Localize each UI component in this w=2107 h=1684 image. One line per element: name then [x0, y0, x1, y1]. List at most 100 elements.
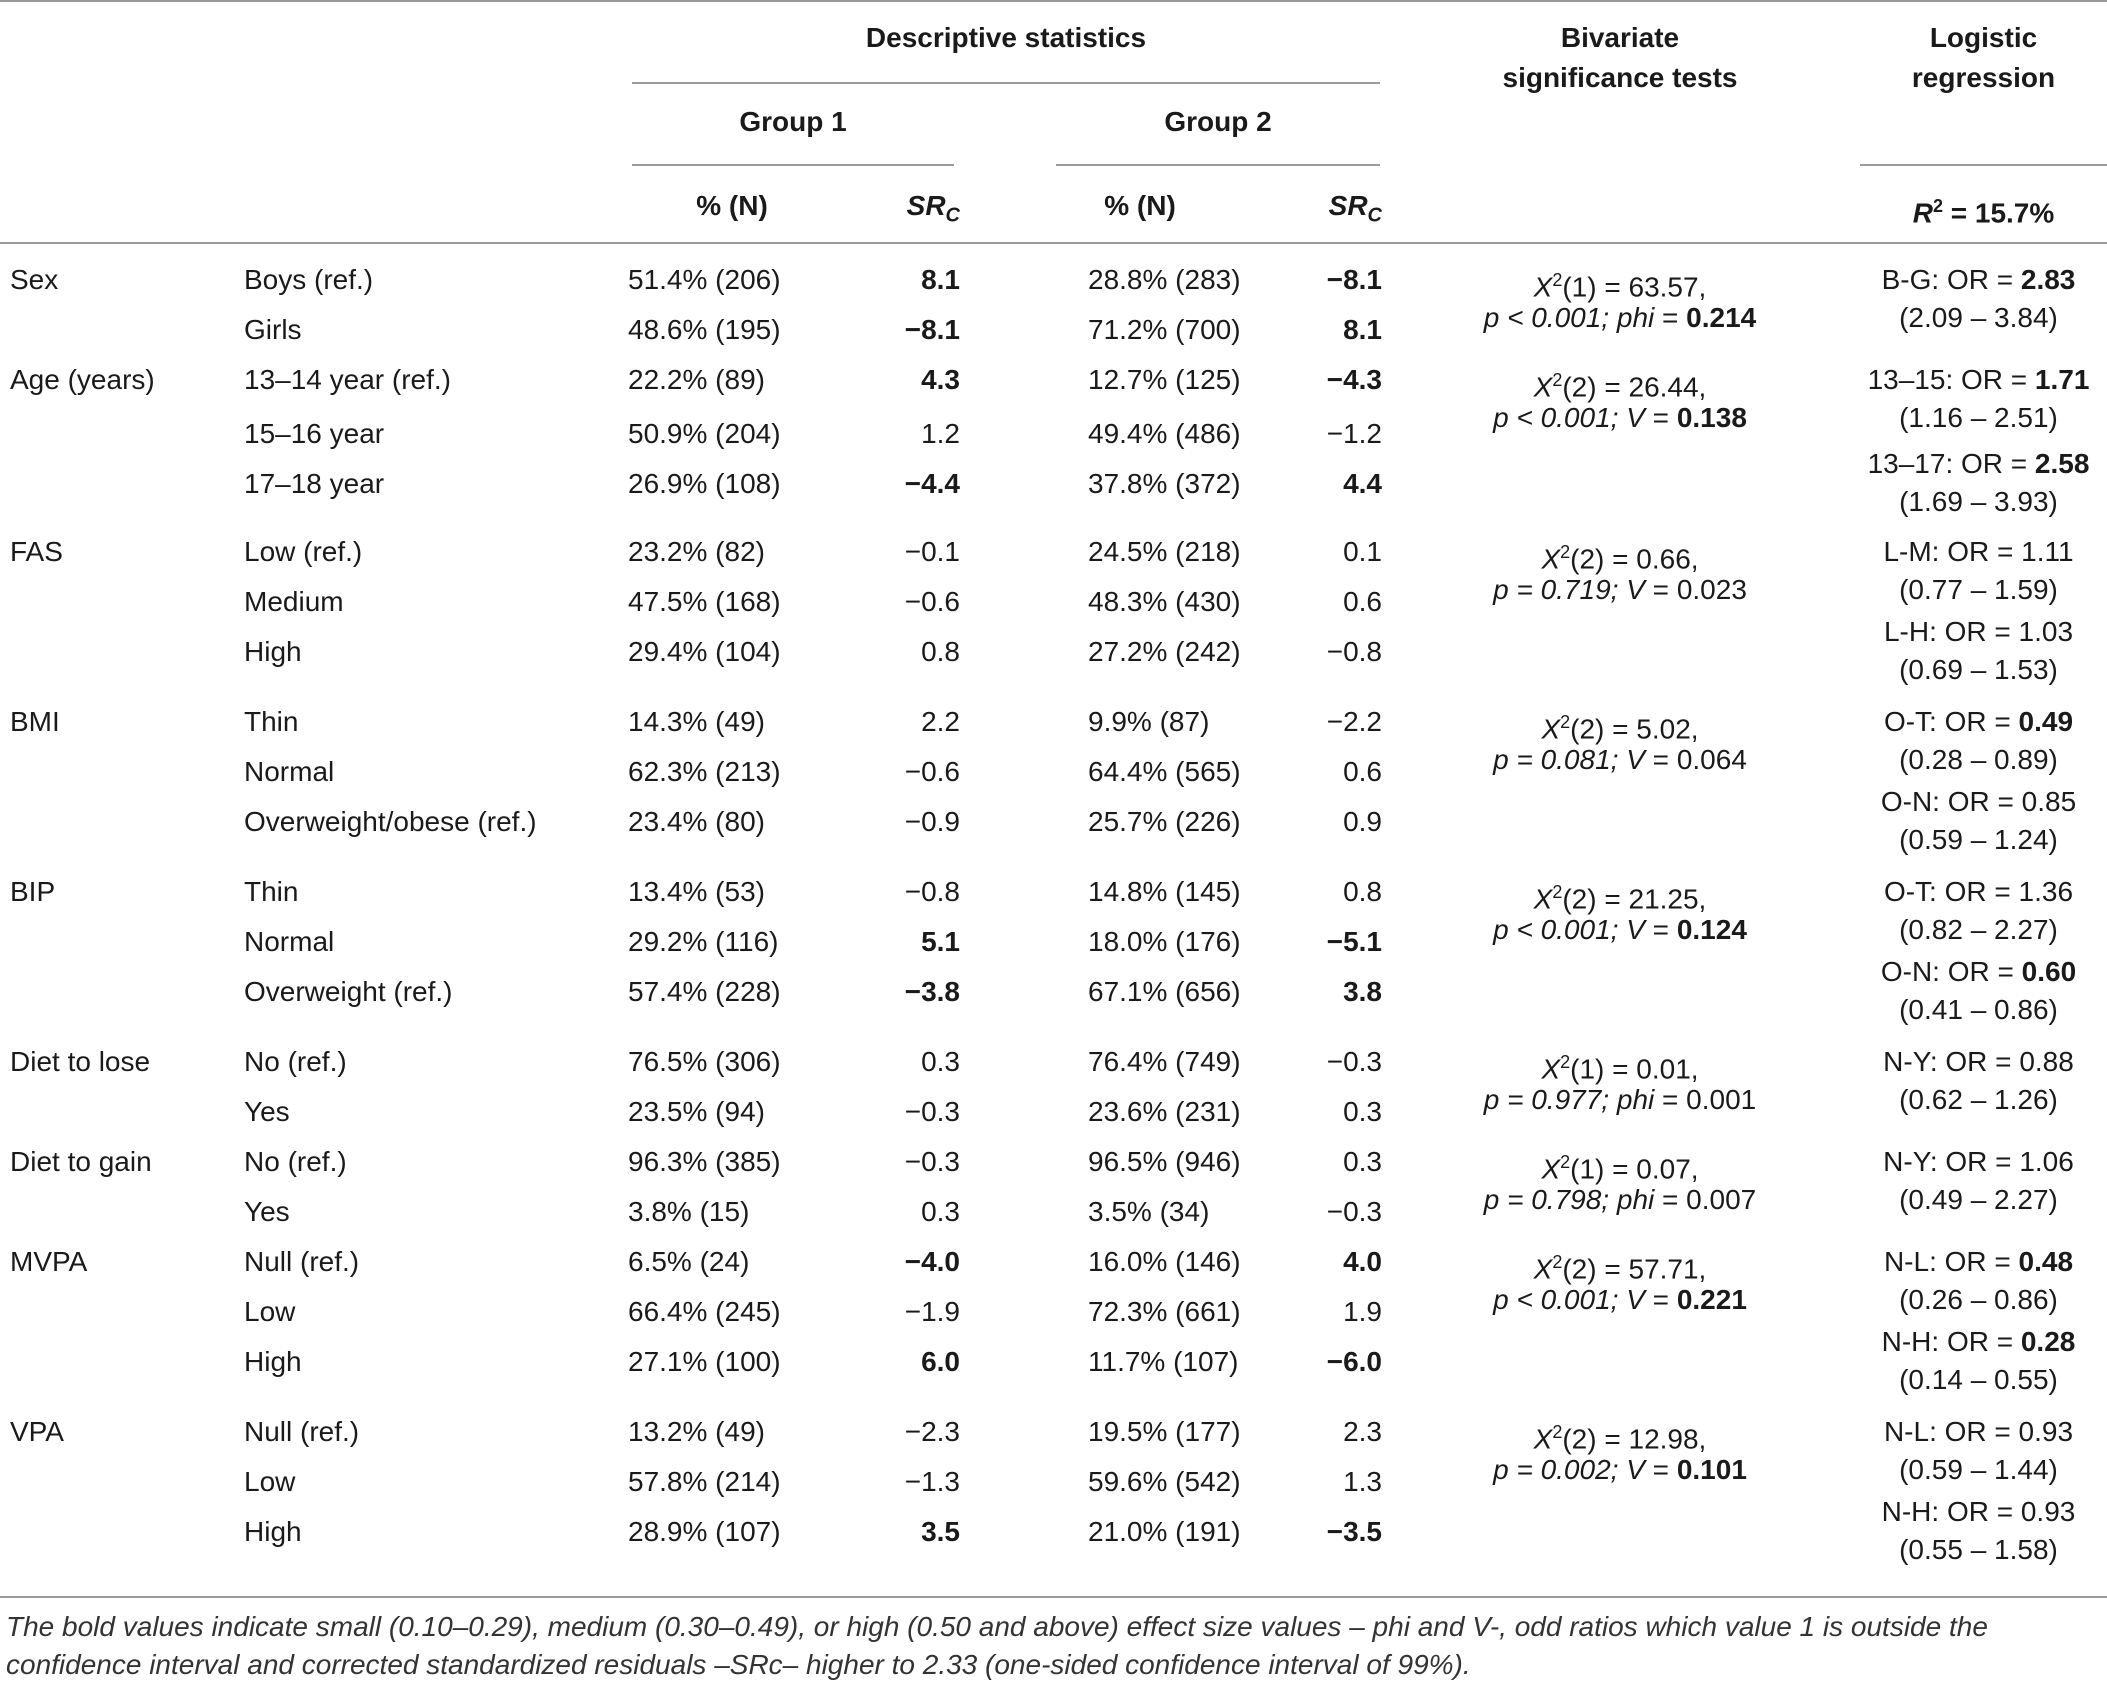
effect-size-value: 0.214	[1686, 302, 1757, 333]
chi-df-value: (2) = 57.71,	[1562, 1253, 1707, 1285]
p-value: p = 0.977;	[1483, 1084, 1610, 1115]
chi-symbol: X	[1541, 1053, 1561, 1085]
top-rule	[0, 0, 2107, 2]
chi-square-statistic: X2(1) = 63.57,	[1420, 262, 1820, 305]
odds-ratio-value: 0.28	[2020, 1326, 2076, 1357]
group1-percent-n: 57.4% (228)	[628, 976, 781, 1007]
odds-ratio-value: 2.58	[2034, 448, 2090, 479]
group1-percent-n: 28.9% (107)	[628, 1516, 781, 1547]
confidence-interval: (0.62 – 1.26)	[1899, 1084, 2058, 1115]
variable-label: Sex	[10, 264, 59, 295]
effect-label: V	[1626, 914, 1645, 945]
group2-percent-n: 14.8% (145)	[1088, 876, 1241, 907]
confidence-interval: (0.28 – 0.89)	[1899, 744, 2058, 775]
group2-pct-n-header: % (N)	[1104, 190, 1176, 221]
p-value-effect-size: p = 0.002; V = 0.101	[1420, 1452, 1820, 1488]
group2-src-value: 4.4	[1343, 468, 1382, 499]
p-value: p < 0.001;	[1493, 1284, 1619, 1315]
effect-size-value: 0.064	[1676, 744, 1747, 775]
r-squared-header: R2 = 15.7%	[1912, 196, 2055, 229]
odds-ratio: N-Y: OR = 1.06	[1850, 1144, 2107, 1180]
group1-header: Group 1	[739, 106, 847, 137]
bivariate-header-line1: Bivariate	[1560, 22, 1680, 53]
group2-src-value: 1.9	[1343, 1296, 1382, 1327]
group2-percent-n: 37.8% (372)	[1088, 468, 1241, 499]
category-label: Overweight/obese (ref.)	[244, 806, 537, 837]
chi-symbol: X	[1533, 371, 1553, 403]
group1-percent-n: 23.2% (82)	[628, 536, 765, 567]
effect-size-value: 0.023	[1676, 574, 1747, 605]
variable-label: FAS	[10, 536, 63, 567]
odds-ratio: L-M: OR = 1.11	[1850, 534, 2107, 570]
group2-percent-n: 27.2% (242)	[1088, 636, 1241, 667]
regression-rule	[1860, 164, 2107, 166]
p-value-effect-size: p = 0.798; phi = 0.007	[1420, 1182, 1820, 1218]
odds-ratio-label: O-T: OR =	[1883, 706, 2019, 737]
odds-ratio-label: N-L: OR =	[1883, 1246, 2019, 1277]
category-label: Null (ref.)	[244, 1416, 360, 1447]
variable-label: BMI	[10, 706, 60, 737]
confidence-interval: (0.26 – 0.86)	[1899, 1284, 2058, 1315]
group2-percent-n: 18.0% (176)	[1088, 926, 1241, 957]
category-label: Low	[244, 1296, 296, 1327]
chi-symbol: X	[1533, 883, 1553, 915]
group2-percent-n: 67.1% (656)	[1088, 976, 1241, 1007]
category-label: 15–16 year	[244, 418, 385, 449]
group1-src-value: −1.3	[904, 1466, 960, 1497]
group1-src-value: 0.3	[921, 1196, 960, 1227]
odds-ratio-value: 0.93	[2018, 1416, 2074, 1447]
group2-src-value: −0.3	[1326, 1046, 1382, 1077]
effect-label: V	[1626, 1454, 1645, 1485]
group1-percent-n: 6.5% (24)	[628, 1246, 750, 1277]
group2-src-value: −6.0	[1326, 1346, 1382, 1377]
group2-src-value: 0.3	[1343, 1096, 1382, 1127]
group2-src-value: 8.1	[1343, 314, 1382, 345]
effect-equals: =	[1644, 914, 1677, 945]
odds-ratio-value: 2.83	[2020, 264, 2076, 295]
group1-src-value: −0.3	[904, 1096, 960, 1127]
category-label: Thin	[244, 706, 299, 737]
effect-label: phi	[1616, 1184, 1655, 1215]
group2-src-value: −5.1	[1326, 926, 1382, 957]
effect-label: V	[1626, 1284, 1645, 1315]
group2-src-value: 0.3	[1343, 1146, 1382, 1177]
group2-src-value: −0.3	[1326, 1196, 1382, 1227]
odds-ratio: 13–17: OR = 2.58	[1850, 446, 2107, 482]
group1-src-value: −4.0	[904, 1246, 960, 1277]
category-label: Thin	[244, 876, 299, 907]
confidence-interval: (0.55 – 1.58)	[1899, 1534, 2058, 1565]
confidence-interval: (0.49 – 2.27)	[1899, 1184, 2058, 1215]
p-value-effect-size: p < 0.001; V = 0.124	[1420, 912, 1820, 948]
group2-percent-n: 96.5% (946)	[1088, 1146, 1241, 1177]
chi-symbol: X	[1541, 713, 1561, 745]
group1-src-value: −1.9	[904, 1296, 960, 1327]
odds-ratio-value: 1.06	[2019, 1146, 2074, 1177]
group1-src-value: −8.1	[904, 314, 960, 345]
chi-symbol: X	[1533, 1423, 1553, 1455]
odds-ratio-value: 0.60	[2021, 956, 2077, 987]
odds-ratio-label: N-Y: OR =	[1883, 1046, 2020, 1077]
effect-equals: =	[1644, 574, 1677, 605]
chi-square-statistic: X2(2) = 57.71,	[1420, 1244, 1820, 1287]
odds-ratio-value: 1.11	[2021, 536, 2074, 567]
category-label: High	[244, 636, 302, 667]
p-value: p = 0.719;	[1493, 574, 1619, 605]
p-value: p = 0.002;	[1493, 1454, 1619, 1485]
p-value: p < 0.001;	[1483, 302, 1610, 333]
group1-percent-n: 29.2% (116)	[628, 926, 779, 957]
group1-percent-n: 23.5% (94)	[628, 1096, 765, 1127]
group1-percent-n: 3.8% (15)	[628, 1196, 750, 1227]
group1-src-value: −3.8	[904, 976, 960, 1007]
group2-header: Group 2	[1164, 106, 1272, 137]
odds-ratio-label: 13–15: OR =	[1867, 364, 2035, 395]
group2-percent-n: 72.3% (661)	[1088, 1296, 1241, 1327]
category-label: Yes	[244, 1196, 290, 1227]
category-label: 17–18 year	[244, 468, 385, 499]
chi-superscript: 2	[1552, 1252, 1563, 1272]
group2-percent-n: 64.4% (565)	[1088, 756, 1241, 787]
odds-ratio: N-H: OR = 0.28	[1850, 1324, 2107, 1360]
confidence-interval: (1.16 – 2.51)	[1899, 402, 2058, 433]
logistic-header-line2: regression	[1911, 62, 2056, 93]
effect-label: V	[1626, 574, 1645, 605]
category-label: Boys (ref.)	[244, 264, 374, 295]
